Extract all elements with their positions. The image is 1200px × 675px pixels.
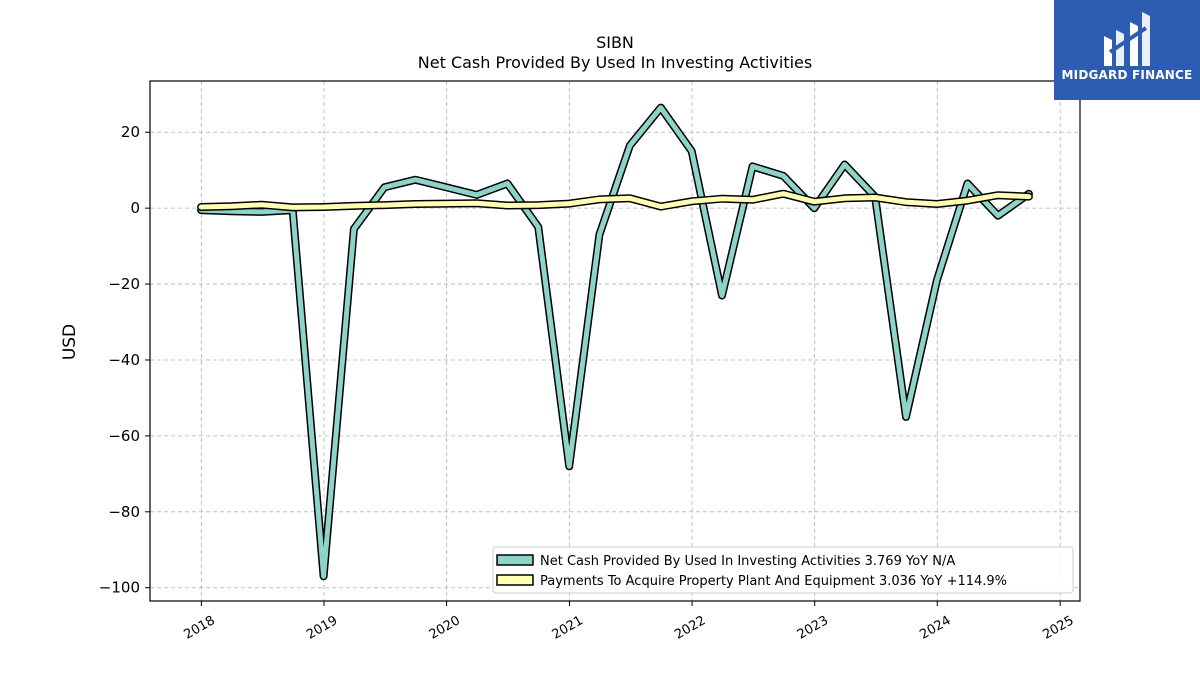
legend-box xyxy=(492,546,1074,594)
y-tick-label: −80 xyxy=(108,503,140,521)
x-tick-label: 2023 xyxy=(795,613,831,643)
x-tick-label: 2025 xyxy=(1040,613,1076,643)
legend-label: Net Cash Provided By Used In Investing A… xyxy=(540,554,955,569)
x-tick-label: 2022 xyxy=(672,613,708,643)
brand-mark-icon xyxy=(1104,12,1150,66)
plot-frame xyxy=(149,80,1081,602)
y-tick-label: −100 xyxy=(99,579,140,597)
series-layer xyxy=(197,103,1033,581)
brand-name: MIDGARD FINANCE xyxy=(1061,68,1193,82)
y-axis-ticks: 20 0 −20 −40 −60 −80 −100 xyxy=(99,123,150,597)
x-tick-label: 2021 xyxy=(550,613,586,643)
chart-title: SIBN xyxy=(596,33,634,52)
x-axis-ticks: 2018 2019 2020 2021 2022 2023 2024 2025 xyxy=(182,601,1077,643)
chart-subtitle: Net Cash Provided By Used In Investing A… xyxy=(418,53,812,72)
y-tick-label: −20 xyxy=(108,275,140,293)
x-tick-label: 2019 xyxy=(304,613,340,643)
series-2-line xyxy=(198,191,1032,210)
legend-swatch xyxy=(496,554,534,566)
series-1-line xyxy=(198,105,1032,579)
x-tick-label: 2018 xyxy=(182,613,218,643)
y-tick-label: 20 xyxy=(121,123,140,141)
y-axis-label: USD xyxy=(60,324,80,360)
legend: Net Cash Provided By Used In Investing A… xyxy=(492,546,1074,594)
legend-label: Payments To Acquire Property Plant And E… xyxy=(540,574,1007,589)
legend-swatch xyxy=(496,574,534,586)
y-tick-label: −40 xyxy=(108,351,140,369)
x-tick-label: 2024 xyxy=(917,613,953,643)
series-1-outline xyxy=(197,103,1033,581)
x-tick-label: 2020 xyxy=(427,613,463,643)
brand-logo: MIDGARD FINANCE xyxy=(1054,0,1200,100)
y-tick-label: 0 xyxy=(130,199,140,217)
grid xyxy=(150,81,1080,601)
y-tick-label: −60 xyxy=(108,427,140,445)
